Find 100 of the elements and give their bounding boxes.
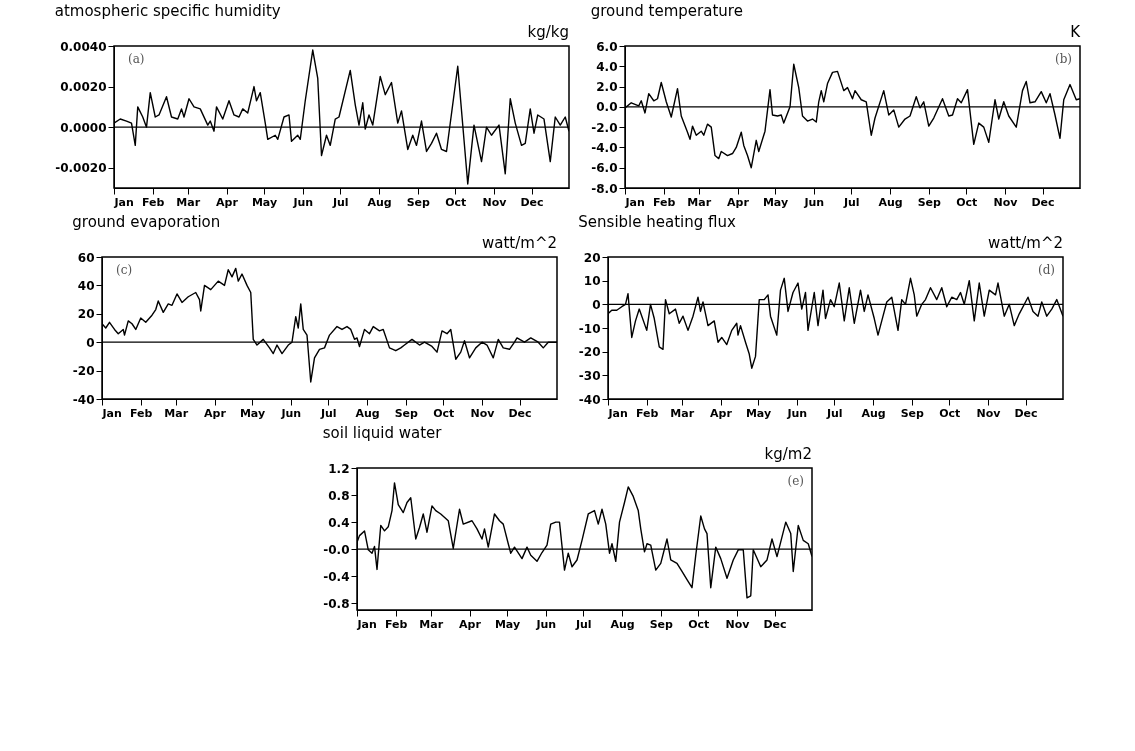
y-tick-label: -4.0 (591, 140, 618, 155)
x-tick-label: Sep (917, 195, 941, 209)
x-tick-label: Sep (394, 406, 418, 420)
x-tick-label: Jan (356, 617, 377, 631)
y-tick-label: -10 (578, 321, 600, 336)
x-tick-label: May (762, 195, 789, 209)
x-tick-label: Jul (825, 406, 843, 420)
y-tick-label: 0.8 (328, 488, 350, 503)
x-tick-label: Oct (445, 195, 467, 209)
x-tick-label: Mar (419, 617, 444, 631)
y-tick-label: 20 (583, 250, 600, 265)
y-tick-label: -0.0 (323, 542, 350, 557)
y-tick-label: -20 (72, 364, 94, 379)
y-tick-label: 4.0 (596, 59, 618, 74)
y-tick-label: 0.0 (596, 100, 618, 115)
y-tick-label: -40 (72, 392, 94, 407)
x-tick-label: Jan (607, 406, 628, 420)
annotation: (b) (1054, 52, 1072, 66)
y-tick-label: 0.0040 (60, 39, 107, 54)
y-axis-title: kg/m2 (764, 445, 812, 463)
x-tick-label: Mar (687, 195, 712, 209)
annotation: (a) (128, 52, 145, 66)
x-tick-label: Feb (142, 195, 165, 209)
x-tick-label: Jun (785, 406, 807, 420)
y-axis-title: watt/m^2 (481, 234, 557, 252)
x-tick-label: Jul (319, 406, 337, 420)
x-tick-label: Jun (279, 406, 301, 420)
y-tick-label: -30 (578, 368, 600, 383)
x-tick-label: Dec (763, 617, 787, 631)
x-tick-label: Feb (635, 406, 659, 420)
x-tick-label: Nov (725, 617, 751, 631)
x-tick-label: Feb (385, 617, 408, 631)
x-tick-label: May (239, 406, 265, 420)
x-tick-label: Mar (163, 406, 189, 420)
y-tick-label: 6.0 (596, 39, 618, 54)
x-tick-label: Mar (669, 406, 695, 420)
x-tick-label: Nov (470, 406, 495, 420)
x-tick-label: May (494, 617, 521, 631)
y-tick-label: 20 (77, 307, 94, 322)
x-tick-label: Dec (1031, 195, 1055, 209)
x-tick-label: Sep (406, 195, 430, 209)
x-tick-label: Apr (459, 617, 482, 631)
y-tick-label: 10 (583, 274, 600, 289)
y-tick-label: 0 (85, 335, 94, 350)
y-tick-label: -20 (578, 345, 600, 360)
x-tick-label: Oct (688, 617, 710, 631)
y-tick-label: 0.4 (328, 515, 350, 530)
y-tick-label: -8.0 (591, 181, 618, 196)
x-tick-label: Dec (520, 195, 544, 209)
y-tick-label: -0.0020 (55, 161, 107, 176)
x-tick-label: Jan (113, 195, 134, 209)
x-tick-label: Oct (432, 406, 454, 420)
x-tick-label: Feb (653, 195, 676, 209)
y-tick-label: -0.4 (323, 569, 350, 584)
y-axis-title: kg/kg (527, 23, 569, 41)
x-tick-label: Jun (803, 195, 825, 209)
x-tick-label: Aug (878, 195, 903, 209)
x-tick-label: Nov (993, 195, 1019, 209)
y-tick-label: 2.0 (596, 80, 618, 95)
x-tick-label: Nov (482, 195, 508, 209)
x-tick-label: Oct (956, 195, 978, 209)
y-tick-label: -40 (578, 392, 600, 407)
x-tick-label: May (745, 406, 771, 420)
x-tick-label: Jul (331, 195, 349, 209)
x-tick-label: Jun (292, 195, 314, 209)
x-tick-label: Apr (216, 195, 239, 209)
y-tick-label: 40 (77, 278, 94, 293)
y-tick-label: 0.0020 (60, 80, 107, 95)
x-tick-label: Dec (507, 406, 532, 420)
x-tick-label: Aug (860, 406, 886, 420)
y-tick-label: 0.0000 (60, 120, 107, 135)
x-tick-label: Apr (709, 406, 732, 420)
y-tick-label: 1.2 (328, 461, 350, 476)
x-tick-label: May (251, 195, 278, 209)
y-axis-title: watt/m^2 (987, 234, 1063, 252)
x-tick-label: Aug (367, 195, 392, 209)
chart-title: Sensible heating flux (577, 213, 736, 231)
annotation: (c) (115, 263, 132, 277)
x-tick-label: Feb (129, 406, 153, 420)
x-tick-label: Dec (1013, 406, 1038, 420)
y-axis-title: K (1070, 23, 1082, 41)
x-tick-label: Mar (176, 195, 201, 209)
annotation: (e) (787, 474, 804, 488)
y-tick-label: -0.8 (323, 596, 350, 611)
x-tick-label: Jul (574, 617, 592, 631)
x-tick-label: Oct (938, 406, 960, 420)
x-tick-label: Aug (354, 406, 380, 420)
y-tick-label: 60 (77, 250, 94, 265)
chart-title: atmospheric specific humidity (54, 2, 281, 20)
x-tick-label: Sep (649, 617, 673, 631)
x-tick-label: Apr (727, 195, 750, 209)
y-tick-label: -6.0 (591, 161, 618, 176)
x-tick-label: Sep (900, 406, 924, 420)
y-tick-label: 0 (591, 297, 600, 312)
x-tick-label: Aug (610, 617, 635, 631)
x-tick-label: Jan (101, 406, 122, 420)
x-tick-label: Apr (203, 406, 226, 420)
chart-title: ground temperature (590, 2, 743, 20)
x-tick-label: Nov (976, 406, 1001, 420)
y-tick-label: -2.0 (591, 120, 618, 135)
